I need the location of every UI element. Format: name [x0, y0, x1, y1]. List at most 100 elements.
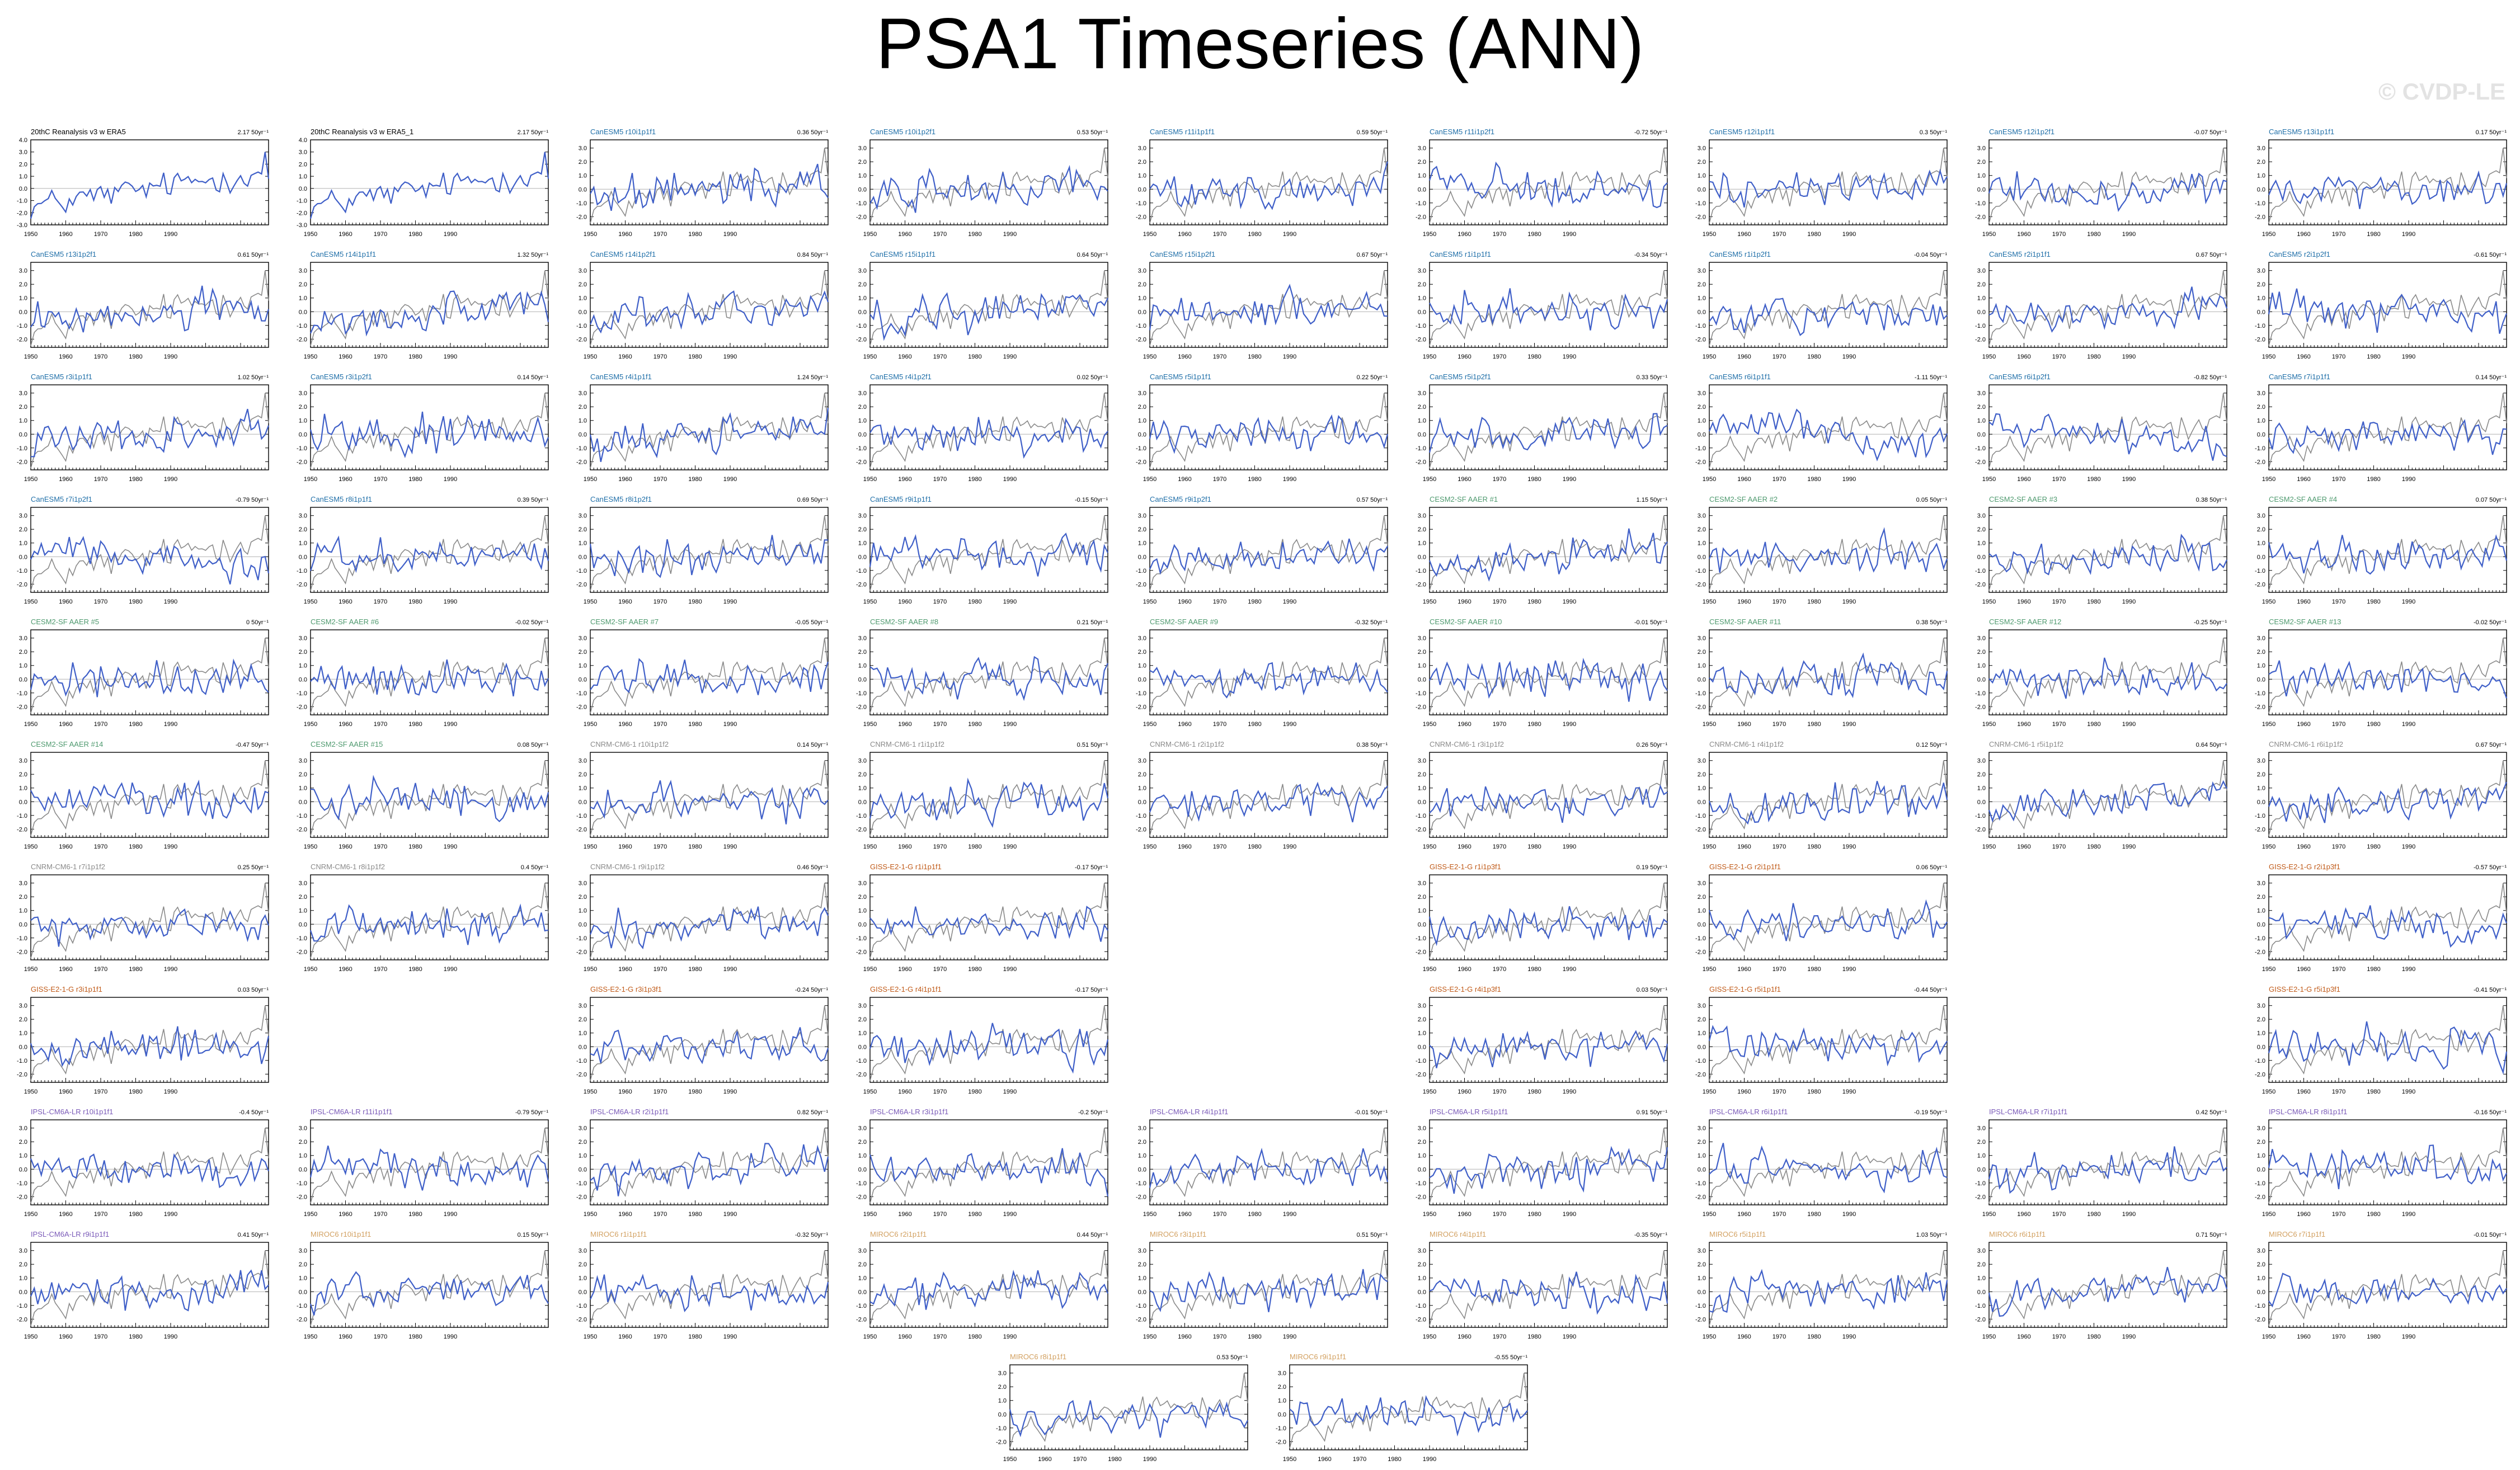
panel-title: CESM2-SF AAER #13 [2269, 618, 2341, 626]
y-tick-label: 2.0 [1418, 771, 1426, 778]
x-tick-label: 1980 [129, 599, 142, 605]
x-tick-label: 1980 [688, 844, 702, 850]
x-tick-label: 1980 [1527, 599, 1541, 605]
x-tick-label: 1960 [59, 599, 72, 605]
x-tick-label: 1960 [898, 844, 911, 850]
x-tick-label: 1980 [2367, 599, 2380, 605]
y-tick-label: -2.0 [1136, 704, 1146, 710]
y-tick-label: 2.0 [1418, 281, 1426, 288]
panel-trend: -0.79 50yr⁻¹ [236, 497, 269, 503]
y-tick-label: -2.0 [297, 210, 307, 216]
y-tick-label: 3.0 [299, 758, 307, 765]
observed-series-line [1429, 638, 1668, 714]
y-tick-label: 1.0 [2257, 663, 2265, 670]
y-tick-label: 2.0 [858, 649, 867, 656]
y-tick-label: 2.0 [1698, 526, 1706, 533]
y-tick-label: 3.0 [1698, 390, 1706, 397]
observed-series-line [2268, 148, 2507, 224]
y-tick-label: 2.0 [1418, 159, 1426, 166]
x-tick-label: 1990 [2402, 354, 2415, 360]
x-tick-label: 1970 [653, 844, 667, 850]
x-tick-label: 1970 [2052, 721, 2066, 728]
series-line [1709, 298, 1948, 336]
panel: CanESM5 r10i1p2f1 0.53 50yr⁻¹ 3.0 2.0 1.0 0.0… [856, 128, 1108, 238]
y-tick-label: 3.0 [2257, 145, 2265, 152]
y-tick-label: -1.0 [576, 323, 587, 329]
panel-trend: 0.67 50yr⁻¹ [1357, 252, 1388, 258]
panel-title: CanESM5 r3i1p1f1 [31, 373, 92, 381]
series-line [869, 656, 1108, 701]
y-tick-label: -2.0 [1416, 581, 1426, 588]
y-tick-label: -2.0 [1136, 826, 1146, 833]
x-tick-label: 1980 [968, 844, 981, 850]
y-tick-label: -2.0 [1136, 214, 1146, 220]
y-tick-label: 2.0 [858, 771, 867, 778]
panel-trend: -0.61 50yr⁻¹ [2474, 252, 2507, 258]
x-tick-label: 1970 [653, 231, 667, 238]
x-tick-label: 1960 [338, 476, 352, 483]
x-tick-label: 1970 [374, 354, 387, 360]
panel-trend: 0.36 50yr⁻¹ [797, 129, 829, 136]
series-line [31, 408, 270, 458]
y-tick-label: 1.0 [1138, 418, 1146, 425]
y-tick-label: 3.0 [1138, 758, 1146, 765]
y-tick-label: 2.0 [1977, 649, 1986, 656]
y-tick-label: 1.0 [579, 418, 587, 425]
panel: CanESM5 r3i1p1f1 1.02 50yr⁻¹ 3.0 2.0 1.0 0.0 -… [17, 373, 270, 483]
y-tick-label: 2.0 [1698, 649, 1706, 656]
y-tick-label: 4.0 [19, 137, 27, 144]
x-tick-label: 1980 [2367, 476, 2380, 483]
y-tick-label: 3.0 [1418, 635, 1426, 642]
x-tick-label: 1980 [129, 844, 142, 850]
x-tick-label: 1980 [2087, 599, 2100, 605]
x-tick-label: 1980 [688, 476, 702, 483]
panel-title: 20thC Reanalysis v3 w ERA5 [31, 128, 126, 136]
y-tick-label: -2.0 [576, 704, 587, 710]
y-tick-label: 0.0 [2257, 186, 2265, 193]
x-tick-label: 1970 [933, 354, 947, 360]
y-tick-label: 3.0 [19, 149, 27, 156]
panel: CESM2-SF AAER #15 0.08 50yr⁻¹ 3.0 2.0 1.0 0.0… [297, 740, 549, 850]
y-tick-label: 2.0 [299, 281, 307, 288]
y-tick-label: -1.0 [576, 813, 587, 819]
y-tick-label: 0.0 [858, 186, 867, 193]
panel-title: CanESM5 r14i1p2f1 [590, 250, 656, 258]
y-tick-label: 1.0 [299, 173, 307, 180]
y-tick-label: 2.0 [19, 771, 27, 778]
x-tick-label: 1960 [59, 721, 72, 728]
x-tick-label: 1980 [2087, 476, 2100, 483]
panel: CanESM5 r15i1p1f1 0.64 50yr⁻¹ 3.0 2.0 1.0 0.0… [856, 250, 1108, 360]
y-tick-label: 1.0 [579, 785, 587, 792]
y-tick-label: 0.0 [1977, 186, 1986, 193]
x-tick-label: 1960 [618, 476, 632, 483]
x-tick-label: 1960 [1737, 231, 1751, 238]
y-tick-label: 3.0 [299, 390, 307, 397]
y-tick-label: 3.0 [1698, 635, 1706, 642]
series-line [30, 152, 270, 219]
x-tick-label: 1950 [24, 354, 37, 360]
panel-title: 20thC Reanalysis v3 w ERA5_1 [311, 128, 413, 136]
panel: CanESM5 r5i1p1f1 0.22 50yr⁻¹ 3.0 2.0 1.0 0.0 -… [1136, 373, 1389, 483]
panel-trend: 0.02 50yr⁻¹ [1077, 374, 1108, 381]
x-tick-label: 1960 [2017, 599, 2030, 605]
y-tick-label: 3.0 [1698, 268, 1706, 275]
y-tick-label: 2.0 [1977, 159, 1986, 166]
panel-trend: -0.02 50yr⁻¹ [515, 619, 548, 626]
x-tick-label: 1950 [1703, 599, 1716, 605]
x-tick-label: 1980 [1527, 354, 1541, 360]
x-tick-label: 1980 [1248, 354, 1261, 360]
x-tick-label: 1960 [618, 231, 632, 238]
y-tick-label: 3.0 [19, 758, 27, 765]
y-tick-label: -1.0 [297, 445, 307, 452]
y-tick-label: -1.0 [1695, 323, 1706, 329]
y-tick-label: 3.0 [1698, 513, 1706, 520]
panel: CanESM5 r12i1p1f1 0.3 50yr⁻¹ 3.0 2.0 1.0 0.0 -… [1695, 128, 1948, 238]
y-tick-label: 1.0 [1138, 295, 1146, 302]
y-tick-label: -1.0 [856, 568, 867, 574]
y-tick-label: -1.0 [1416, 813, 1426, 819]
y-tick-label: 1.0 [1977, 173, 1986, 180]
x-tick-label: 1960 [338, 599, 352, 605]
y-tick-label: 1.0 [1698, 418, 1706, 425]
y-tick-label: -2.0 [1416, 336, 1426, 343]
panel-title: CESM2-SF AAER #10 [1430, 618, 1502, 626]
